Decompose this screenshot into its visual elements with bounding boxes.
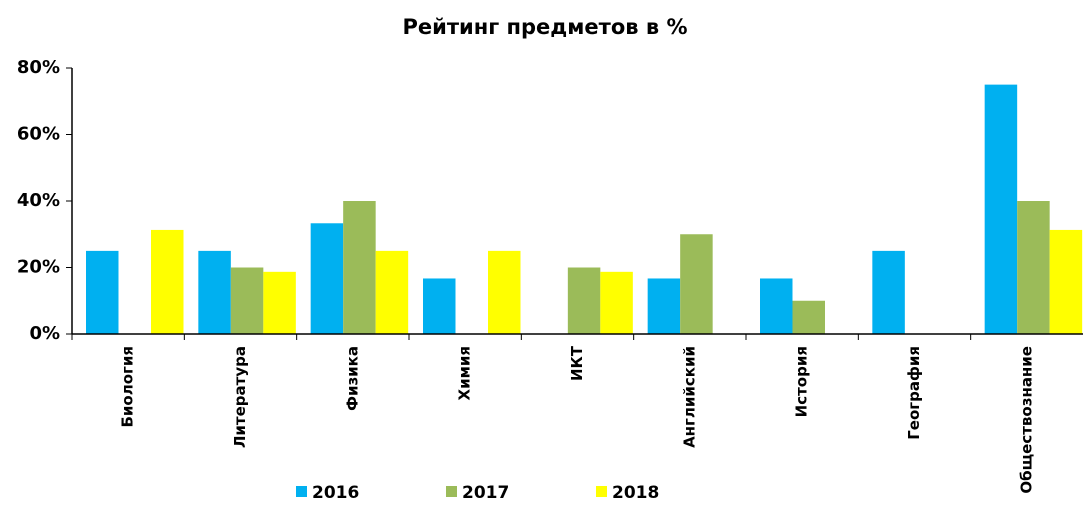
legend-swatch — [596, 486, 607, 497]
y-tick-label: 80% — [17, 57, 60, 78]
legend-swatch — [446, 486, 457, 497]
x-tick-label: Литература — [231, 346, 249, 448]
bar — [423, 278, 456, 334]
chart-title: Рейтинг предметов в % — [402, 15, 687, 39]
y-tick-label: 40% — [17, 190, 60, 211]
x-tick-label: Английский — [680, 346, 698, 448]
bar — [792, 300, 825, 334]
bar — [151, 229, 184, 334]
bar — [343, 201, 376, 334]
bar — [680, 234, 713, 334]
x-tick-label: География — [905, 346, 923, 440]
bar — [760, 278, 793, 334]
x-tick-label: История — [793, 346, 811, 417]
legend-label: 2017 — [462, 483, 509, 503]
x-tick-label: ИКТ — [568, 345, 586, 381]
bar — [984, 84, 1018, 334]
legend-swatch — [296, 486, 307, 497]
legend-label: 2016 — [312, 483, 359, 503]
bar — [375, 250, 409, 334]
x-tick-label: Химия — [456, 346, 474, 400]
bar — [198, 250, 231, 334]
bar — [1049, 229, 1083, 334]
bar — [647, 278, 681, 334]
y-tick-label: 20% — [17, 257, 60, 278]
bar — [230, 267, 264, 334]
bar — [1017, 201, 1050, 334]
x-tick-label: Физика — [343, 346, 361, 411]
bar — [872, 250, 905, 334]
y-tick-label: 0% — [29, 323, 60, 344]
bar — [86, 250, 119, 334]
bar — [567, 267, 601, 334]
x-tick-label: Биология — [119, 346, 137, 428]
bar — [488, 250, 521, 334]
x-tick-label: Обществознание — [1017, 346, 1035, 494]
bar — [263, 271, 296, 334]
legend-label: 2018 — [612, 483, 659, 503]
bar — [310, 223, 344, 334]
bar — [600, 271, 633, 334]
y-tick-label: 60% — [17, 124, 60, 145]
